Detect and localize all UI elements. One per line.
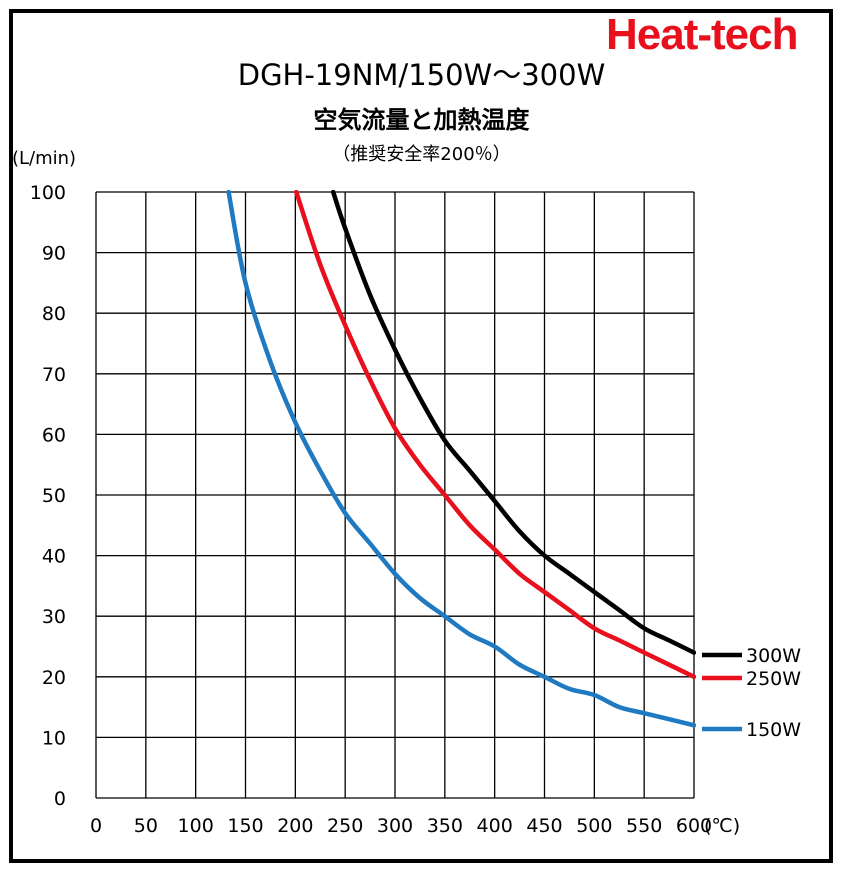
y-tick-label: 50 — [42, 485, 66, 507]
y-tick-label: 40 — [42, 546, 66, 568]
x-tick-label: 250 — [327, 815, 363, 837]
safety-note: （推奨安全率200％） — [332, 144, 511, 165]
legend-label-300w: 300W — [746, 645, 801, 667]
x-tick-label: 500 — [576, 815, 612, 837]
x-tick-label: 100 — [178, 815, 214, 837]
y-tick-label: 60 — [42, 424, 66, 446]
y-tick-label: 20 — [42, 667, 66, 689]
x-tick-label: 400 — [477, 815, 513, 837]
x-tick-label: 0 — [90, 815, 102, 837]
x-tick-label: 150 — [227, 815, 263, 837]
y-tick-label: 100 — [30, 182, 66, 204]
x-tick-label: 600 — [676, 815, 712, 837]
chart-frame — [9, 9, 833, 863]
y-tick-label: 10 — [42, 727, 66, 749]
x-tick-label: 550 — [626, 815, 662, 837]
chart-title: DGH-19NM/150W～300W — [237, 58, 606, 92]
x-tick-label: 450 — [526, 815, 562, 837]
x-tick-label: 50 — [134, 815, 158, 837]
x-tick-label: 200 — [277, 815, 313, 837]
brand-logo: Heat-tech — [606, 10, 798, 59]
chart-subtitle: 空気流量と加熱温度 — [313, 106, 530, 134]
x-tick-label: 350 — [427, 815, 463, 837]
series-line-250w — [294, 190, 696, 680]
y-tick-label: 30 — [42, 606, 66, 628]
x-tick-label: 300 — [377, 815, 413, 837]
x-axis-unit: (℃) — [704, 815, 740, 837]
y-tick-label: 80 — [42, 303, 66, 325]
series-line-150w — [226, 190, 696, 728]
y-tick-label: 90 — [42, 243, 66, 265]
legend-label-250w: 250W — [746, 668, 801, 690]
series-line-300w — [330, 190, 696, 655]
y-tick-label: 0 — [54, 788, 66, 810]
y-axis-unit: (L/min) — [12, 148, 77, 169]
legend-label-150w: 150W — [746, 719, 801, 741]
y-tick-label: 70 — [42, 364, 66, 386]
